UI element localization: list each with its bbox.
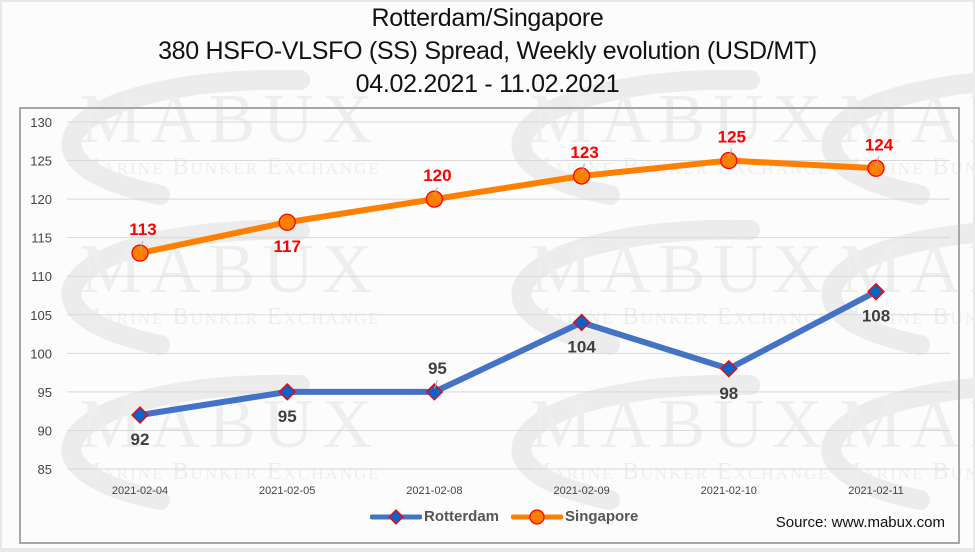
data-point-rotterdam xyxy=(719,359,738,378)
x-tick-label: 2021-02-10 xyxy=(701,485,757,497)
data-label-rotterdam: 95 xyxy=(428,359,447,378)
leader-line xyxy=(139,240,144,251)
data-label-singapore: 117 xyxy=(273,237,300,256)
y-tick-label: 125 xyxy=(30,154,52,169)
x-tick-label: 2021-02-08 xyxy=(406,485,462,497)
x-tick-label: 2021-02-11 xyxy=(848,485,903,497)
y-tick-label: 90 xyxy=(38,423,52,438)
legend: Rotterdam Singapore xyxy=(370,508,650,525)
data-label-singapore: 125 xyxy=(718,128,746,147)
data-label-singapore: 123 xyxy=(570,143,598,162)
data-point-rotterdam xyxy=(425,382,444,401)
y-tick-label: 130 xyxy=(30,115,52,130)
plot-frame xyxy=(19,107,960,544)
y-tick-label: 85 xyxy=(38,462,52,477)
y-tick-label: 115 xyxy=(31,231,52,246)
y-tick-label: 95 xyxy=(38,385,52,400)
data-point-rotterdam xyxy=(572,313,591,332)
leader-line xyxy=(433,186,438,197)
data-label-rotterdam: 98 xyxy=(719,384,738,403)
circle-marker-icon xyxy=(511,508,564,525)
series-line-singapore xyxy=(139,157,877,257)
data-point-singapore xyxy=(278,213,296,231)
data-label-rotterdam: 108 xyxy=(862,307,890,326)
chart-title: Rotterdam/Singapore xyxy=(371,4,604,32)
legend-label-rotterdam: Rotterdam xyxy=(424,508,500,525)
leader-line xyxy=(728,148,733,158)
data-point-singapore xyxy=(572,167,591,185)
leader-line xyxy=(875,156,880,166)
data-point-singapore xyxy=(867,159,885,177)
data-label-singapore: 120 xyxy=(423,166,451,185)
diamond-marker-icon xyxy=(370,508,422,525)
y-tick-label: 110 xyxy=(31,269,52,284)
chart-subtitle: 380 HSFO-VLSFO (SS) Spread, Weekly evolu… xyxy=(158,37,817,65)
data-point-rotterdam xyxy=(867,282,885,301)
legend-label-singapore: Singapore xyxy=(565,508,639,525)
y-tick-label: 105 xyxy=(30,308,52,323)
source-note: Source: www.mabux.com xyxy=(775,514,945,531)
leader-line xyxy=(433,379,438,390)
data-label-rotterdam: 92 xyxy=(131,430,150,449)
series-line-rotterdam xyxy=(139,288,878,418)
leader-line xyxy=(581,163,586,174)
x-tick-label: 2021-02-05 xyxy=(259,485,315,497)
data-label-singapore: 124 xyxy=(865,135,894,154)
y-tick-label: 120 xyxy=(30,192,52,207)
data-point-rotterdam xyxy=(278,382,297,401)
data-point-singapore xyxy=(425,190,444,208)
x-tick-label: 2021-02-04 xyxy=(112,485,168,497)
chart-date-range: 04.02.2021 - 11.02.2021 xyxy=(355,70,620,98)
legend-item-singapore[interactable]: Singapore xyxy=(511,508,638,525)
data-point-rotterdam xyxy=(131,406,149,424)
data-label-rotterdam: 104 xyxy=(567,337,596,356)
chart-title-block: Rotterdam/Singapore 380 HSFO-VLSFO (SS) … xyxy=(0,2,975,101)
data-label-singapore: 113 xyxy=(129,220,156,239)
data-label-rotterdam: 95 xyxy=(278,407,297,426)
legend-item-rotterdam[interactable]: Rotterdam xyxy=(370,508,499,525)
y-tick-label: 100 xyxy=(30,346,52,361)
data-point-singapore xyxy=(131,244,149,262)
x-tick-label: 2021-02-09 xyxy=(553,485,609,497)
data-point-singapore xyxy=(720,151,738,170)
